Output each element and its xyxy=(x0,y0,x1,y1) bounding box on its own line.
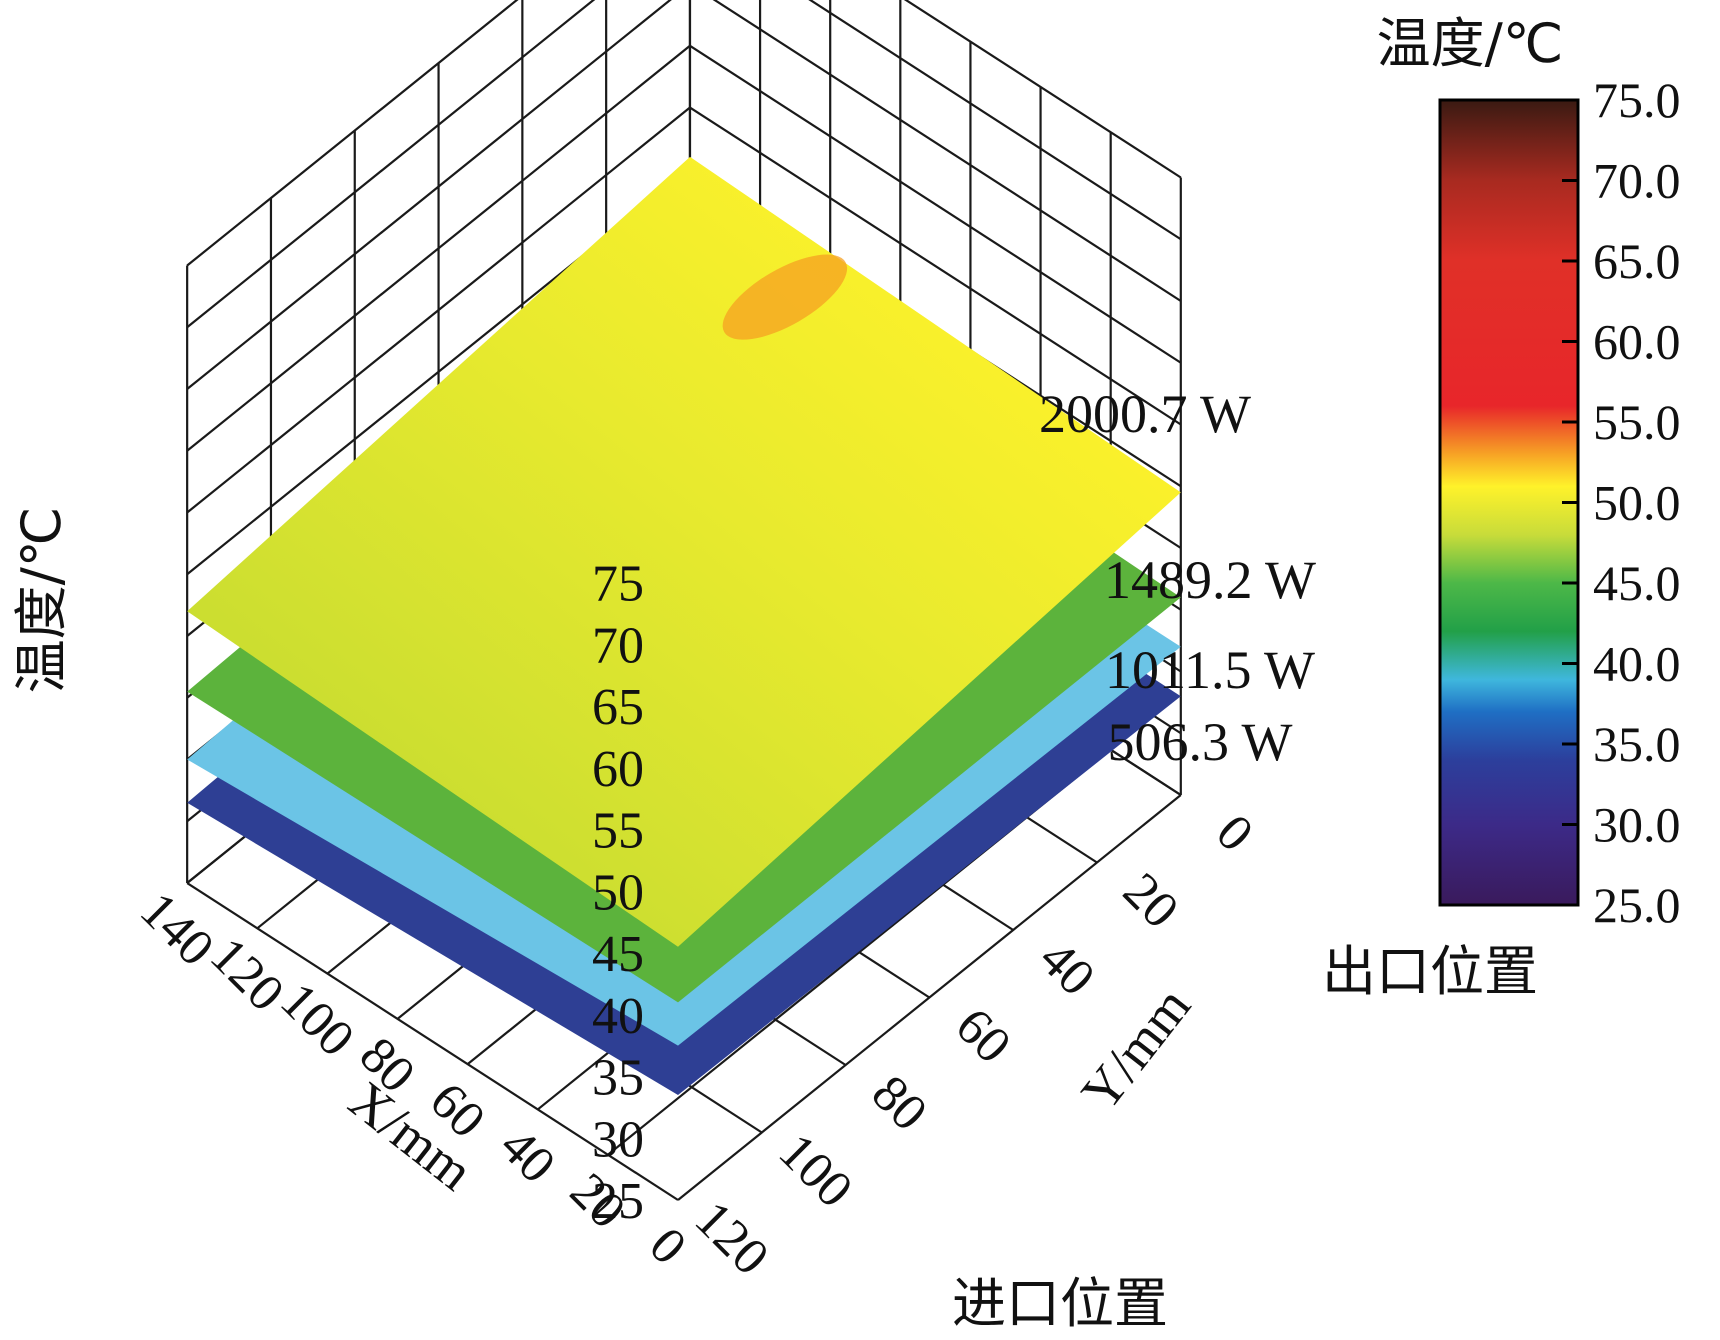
floor-gridline-y xyxy=(186,882,679,1201)
colorbar-tick-label: 25.0 xyxy=(1593,877,1681,933)
z-tick-label: 30 xyxy=(592,1111,644,1168)
y-tick-label: 20 xyxy=(1112,862,1189,939)
z-tick-label: 60 xyxy=(592,741,644,798)
colorbar-tick-label: 30.0 xyxy=(1593,797,1681,853)
series-label-1: 506.3 W xyxy=(1108,712,1293,772)
wall-x-gridline-h xyxy=(186,0,672,390)
y-tick-label: 120 xyxy=(684,1191,779,1286)
colorbar-tick-label: 65.0 xyxy=(1593,233,1681,289)
colorbar-tick-label: 40.0 xyxy=(1593,636,1681,692)
y-tick-label: 100 xyxy=(768,1123,863,1218)
colorbar-tick-label: 55.0 xyxy=(1593,394,1681,450)
inlet-label: 进口位置 xyxy=(952,1272,1168,1335)
wall-y-gridline-h xyxy=(903,0,1182,179)
wall-y-gridline-h xyxy=(689,44,1182,364)
y-tick-label: 40 xyxy=(1028,930,1105,1007)
series-label-2: 1011.5 W xyxy=(1105,640,1315,700)
wall-x-gridline-h xyxy=(186,106,691,514)
z-axis-label: 温度/℃ xyxy=(10,507,73,694)
wall-x-gridline-h xyxy=(186,0,519,267)
z-tick-label: 65 xyxy=(592,679,644,736)
colorbar-tick-label: 45.0 xyxy=(1593,555,1681,611)
wall-y-gridline-h xyxy=(808,0,1182,241)
surfaces xyxy=(187,156,1181,1095)
colorbar-tick-label: 75.0 xyxy=(1593,72,1681,128)
z-tick-label: 70 xyxy=(592,617,644,674)
wall-y-gridline-h xyxy=(689,106,1182,426)
colorbar-tick-label: 70.0 xyxy=(1593,153,1681,209)
surface-2000-7-W xyxy=(187,156,1181,947)
z-tick-label: 40 xyxy=(592,988,644,1045)
colorbar-title: 温度/℃ xyxy=(1377,12,1564,75)
z-tick-label: 45 xyxy=(592,926,644,983)
y-tick-label: 60 xyxy=(945,997,1022,1074)
series-label-4: 2000.7 W xyxy=(1039,384,1251,444)
colorbar: 25.0 30.0 35.0 40.0 45.0 50.0 55.0 60.0 65.0 70.0… xyxy=(1377,12,1681,933)
z-tick-label: 25 xyxy=(592,1173,644,1230)
wall-x-gridline-h xyxy=(186,44,691,452)
colorbar-tick-label: 50.0 xyxy=(1593,475,1681,531)
colorbar-gradient xyxy=(1438,98,1580,907)
outlet-label: 出口位置 xyxy=(1322,940,1538,1003)
z-tick-label: 35 xyxy=(592,1050,644,1107)
surface-hotspot xyxy=(722,254,848,340)
wall-y-gridline-h xyxy=(712,0,1182,302)
z-tick-label: 55 xyxy=(592,803,644,860)
colorbar-tick-label: 60.0 xyxy=(1593,314,1681,370)
x-tick-label: 40 xyxy=(489,1117,566,1194)
y-axis-label: Y/mm xyxy=(1070,976,1202,1122)
y-tick-label: 80 xyxy=(861,1065,938,1142)
series-label-3: 1489.2 W xyxy=(1104,550,1316,610)
z-tick-label: 75 xyxy=(592,556,644,613)
z-tick-label: 50 xyxy=(592,864,644,921)
colorbar-tick-label: 35.0 xyxy=(1593,716,1681,772)
wall-x-gridline-h xyxy=(186,0,596,329)
y-tick-label: 0 xyxy=(1205,804,1264,863)
